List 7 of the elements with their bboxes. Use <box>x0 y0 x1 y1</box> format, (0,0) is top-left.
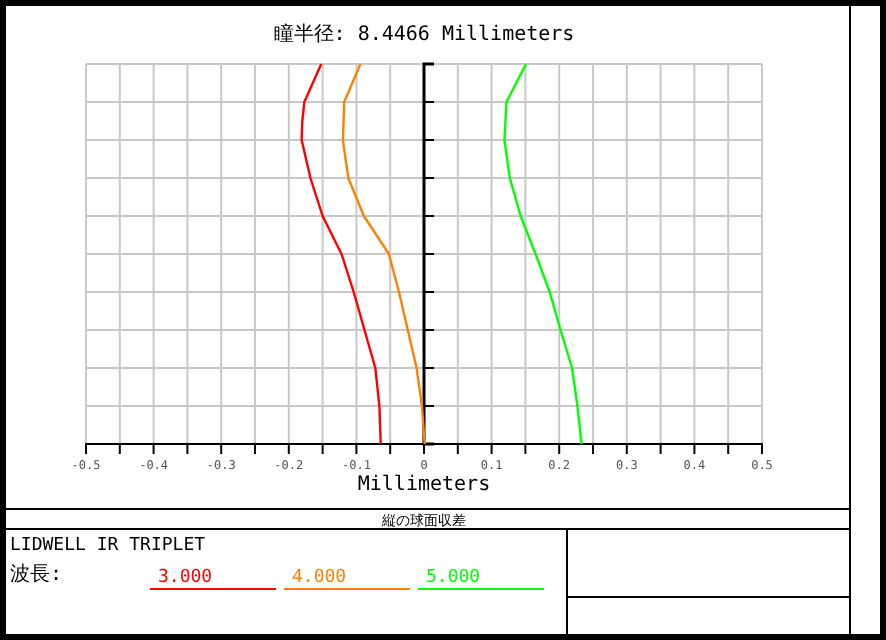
chart-title: 瞳半径: 8.4466 Millimeters <box>273 22 575 46</box>
text: LIDWELL IR TRIPLET <box>10 536 207 556</box>
text: 5.000 <box>426 568 481 588</box>
x-axis-title: Millimeters <box>357 474 491 496</box>
text: 4.000 <box>292 568 347 588</box>
legend-title: 波長: <box>10 562 63 586</box>
text: 3.000 <box>158 568 213 588</box>
